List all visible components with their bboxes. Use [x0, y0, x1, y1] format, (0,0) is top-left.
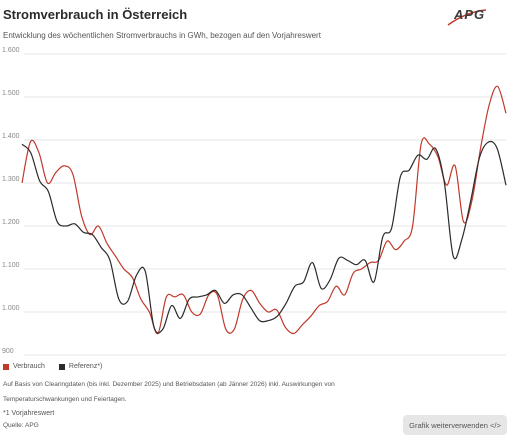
y-tick-label: 1.400 — [2, 133, 20, 140]
legend-item-referenz[interactable]: Referenz*) — [58, 363, 103, 370]
source-note-line2: Temperaturschwankungen und Feiertagen. — [3, 396, 127, 403]
source-note-line1: Auf Basis von Clearingdaten (bis inkl. D… — [3, 381, 335, 388]
y-tick-label: 1.600 — [2, 47, 20, 54]
legend-item-verbrauch[interactable]: Verbrauch — [3, 363, 45, 370]
legend-label-referenz: Referenz*) — [68, 363, 103, 370]
y-tick-label: 1.200 — [2, 219, 20, 226]
legend-label-verbrauch: Verbrauch — [13, 363, 45, 370]
reuse-graphic-button[interactable]: Grafik weiterverwenden </> — [403, 415, 507, 435]
source-label: Quelle: APG — [3, 422, 39, 429]
y-tick-label: 1.100 — [2, 262, 20, 269]
chart-legend: Verbrauch Referenz*) — [3, 363, 102, 370]
chart-subtitle: Entwicklung des wöchentlichen Stromverbr… — [3, 31, 321, 40]
y-tick-label: 1.500 — [2, 90, 20, 97]
y-axis-ticks: 900 1.000 1.100 1.200 1.300 1.400 1.500 1.600 — [2, 47, 20, 355]
y-tick-label: 1.300 — [2, 176, 20, 183]
y-tick-label: 1.000 — [2, 305, 20, 312]
logo-text: APG — [454, 7, 486, 22]
series-line-referenz — [21, 140, 507, 334]
legend-swatch-referenz — [58, 363, 65, 370]
series-lines — [21, 85, 507, 335]
apg-logo: APG — [446, 6, 502, 28]
y-tick-label: 900 — [2, 348, 14, 355]
logo-swoosh-icon — [447, 9, 487, 26]
legend-swatch-verbrauch — [3, 363, 9, 370]
chart-title: Stromverbrauch in Österreich — [3, 7, 188, 22]
footnote: *1 Vorjahreswert — [3, 410, 55, 417]
series-line-verbrauch — [21, 85, 507, 335]
grid-lines — [24, 53, 506, 356]
